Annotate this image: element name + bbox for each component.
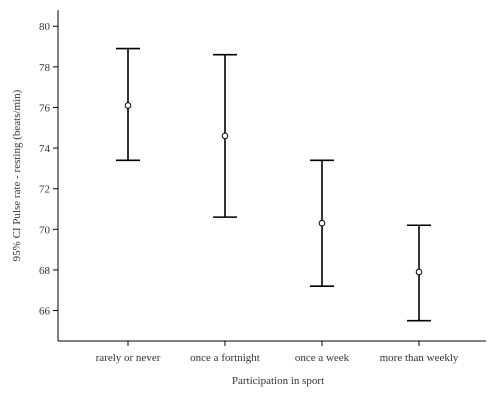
y-ticks: 66 68 70 72 74 76 78 80	[39, 21, 58, 318]
x-tick-label: once a fortnight	[190, 352, 260, 364]
y-axis-title: 95% CI Pulse rate - resting (beats/min)	[11, 89, 23, 261]
error-bar-2	[213, 53, 237, 218]
y-tick-label: 80	[39, 21, 51, 33]
x-tick-label: rarely or never	[96, 352, 161, 364]
mean-point	[415, 268, 423, 276]
mean-point	[221, 132, 229, 140]
x-tick-label: more than weekly	[380, 352, 459, 364]
error-bar-4	[407, 224, 431, 322]
y-tick-label: 66	[39, 306, 51, 318]
y-tick-label: 76	[39, 102, 51, 114]
mean-point	[124, 102, 132, 109]
y-tick-label: 72	[39, 184, 50, 196]
axes	[57, 10, 486, 342]
error-bar-1	[116, 47, 140, 162]
x-tick-label: once a week	[295, 352, 350, 364]
y-tick-label: 78	[39, 62, 51, 74]
y-tick-label: 74	[39, 143, 51, 155]
y-tick-label: 68	[39, 265, 51, 277]
error-bar-3	[310, 159, 334, 287]
x-ticks: rarely or never once a fortnight once a we…	[96, 341, 459, 364]
x-axis-title: Participation in sport	[232, 375, 324, 387]
mean-point	[318, 219, 326, 227]
error-bars	[116, 47, 431, 322]
y-tick-label: 70	[39, 224, 51, 236]
